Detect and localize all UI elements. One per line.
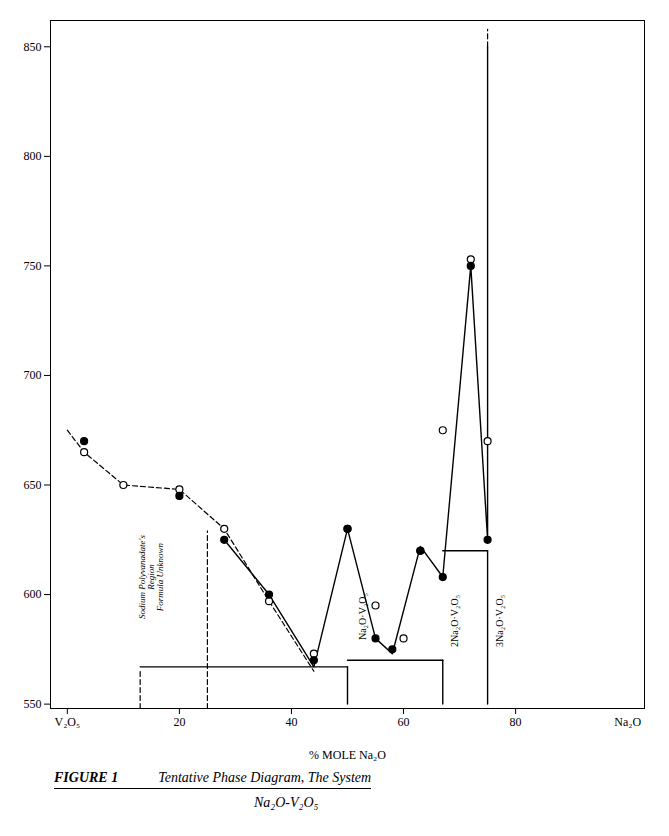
svg-text:650: 650: [24, 478, 42, 492]
svg-text:V₂O₅: V₂O₅: [54, 715, 80, 729]
svg-text:550: 550: [24, 697, 42, 711]
svg-text:60: 60: [398, 715, 410, 729]
html-text:FIGURE 1: FIGURE 1: [54, 770, 119, 785]
svg-text:20: 20: [173, 715, 185, 729]
svg-text:Na₂O·V₂O₅: Na₂O·V₂O₅: [357, 593, 368, 640]
svg-text:750: 750: [24, 259, 42, 273]
html-text:Tentative Phase Diagram, The S: Tentative Phase Diagram, The System: [158, 770, 372, 785]
svg-text:850: 850: [24, 40, 42, 54]
svg-text:Na₂O: Na₂O: [614, 715, 641, 729]
svg-text:80: 80: [510, 715, 522, 729]
svg-text:40: 40: [285, 715, 297, 729]
svg-text:% MOLE Na₂O: % MOLE Na₂O: [309, 748, 386, 762]
svg-text:Sodium Polyvanadate'sRegionFor: Sodium Polyvanadate'sRegionFormula Unkno…: [137, 534, 165, 619]
svg-text:3Na₂O·V₂O₅: 3Na₂O·V₂O₅: [494, 595, 505, 647]
svg-text:700: 700: [24, 368, 42, 382]
svg-text:800: 800: [24, 149, 42, 163]
svg-text:600: 600: [24, 587, 42, 601]
svg-text:2Na₂O·V₂O₅: 2Na₂O·V₂O₅: [449, 595, 460, 647]
html-text:Na₂O-V₂O₅: Na₂O-V₂O₅: [254, 795, 319, 810]
